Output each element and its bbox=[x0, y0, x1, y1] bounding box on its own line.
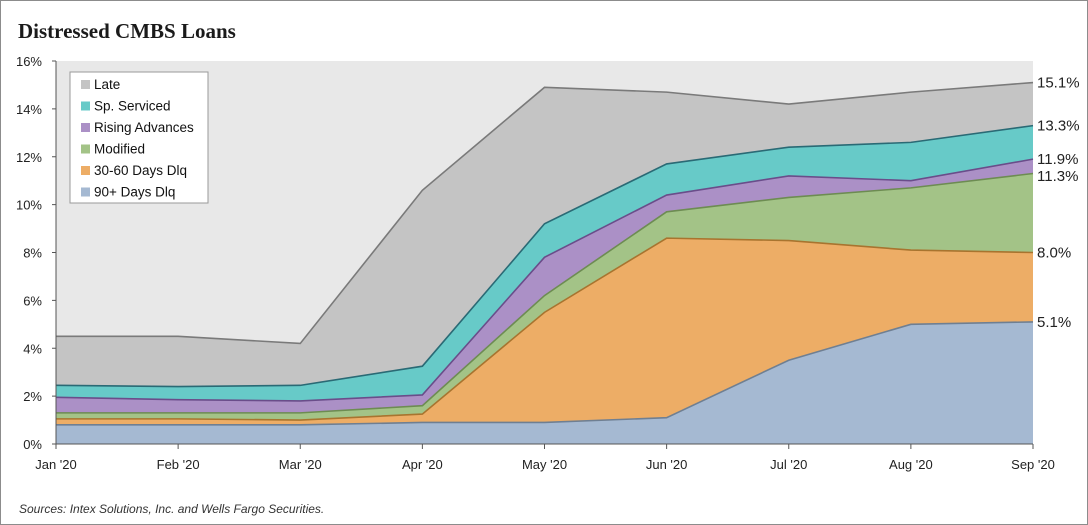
end-value-label: 13.3% bbox=[1037, 118, 1080, 135]
legend-swatch bbox=[81, 123, 90, 132]
y-tick-label: 10% bbox=[16, 198, 42, 213]
line-30-60-days-dlq bbox=[56, 237, 1034, 421]
legend-label: Rising Advances bbox=[94, 120, 194, 135]
y-tick-label: 0% bbox=[23, 437, 42, 452]
x-tick-label: Apr '20 bbox=[402, 457, 443, 472]
x-tick-label: Sep '20 bbox=[1011, 457, 1055, 472]
chart-title: Distressed CMBS Loans bbox=[18, 19, 236, 43]
y-tick-label: 2% bbox=[23, 389, 42, 404]
line-modified bbox=[56, 172, 1034, 414]
area-sp-serviced bbox=[56, 125, 1033, 401]
legend-label: 30-60 Days Dlq bbox=[94, 163, 187, 178]
legend-label: 90+ Days Dlq bbox=[94, 185, 175, 200]
end-value-label: 11.9% bbox=[1037, 151, 1078, 168]
y-tick-label: 16% bbox=[16, 54, 42, 69]
end-value-label: 15.1% bbox=[1037, 75, 1080, 92]
legend-label: Modified bbox=[94, 142, 145, 157]
area-90-days-dlq bbox=[56, 321, 1033, 444]
x-tick-label: Mar '20 bbox=[279, 457, 322, 472]
x-tick-label: Jun '20 bbox=[646, 457, 688, 472]
end-value-label: 8.0% bbox=[1037, 245, 1071, 262]
legend-swatch bbox=[81, 187, 90, 197]
y-tick-label: 4% bbox=[23, 341, 42, 356]
end-value-label: 11.3% bbox=[1037, 168, 1078, 185]
line-90-days-dlq bbox=[56, 321, 1034, 426]
area-rising-advances bbox=[56, 159, 1033, 413]
legend-label: Sp. Serviced bbox=[94, 99, 171, 114]
line-rising-advances bbox=[55, 158, 1034, 402]
x-tick-label: Aug '20 bbox=[889, 457, 933, 472]
x-tick-label: May '20 bbox=[522, 457, 567, 472]
x-tick-label: Jan '20 bbox=[35, 457, 77, 472]
legend-swatch bbox=[81, 80, 90, 89]
legend bbox=[69, 71, 209, 204]
end-value-label: 5.1% bbox=[1037, 314, 1071, 331]
x-tick-label: Feb '20 bbox=[157, 457, 200, 472]
y-tick-label: 12% bbox=[16, 150, 42, 165]
legend-label: Late bbox=[94, 77, 120, 92]
chart-source: Sources: Intex Solutions, Inc. and Wells… bbox=[19, 502, 325, 516]
legend-swatch bbox=[81, 166, 90, 175]
legend-swatch bbox=[81, 101, 90, 111]
area-modified bbox=[56, 173, 1033, 421]
y-tick-label: 6% bbox=[23, 293, 42, 308]
area-30-60-days-dlq bbox=[56, 238, 1033, 425]
x-tick-label: Jul '20 bbox=[770, 457, 807, 472]
legend-swatch bbox=[81, 144, 90, 154]
y-tick-label: 14% bbox=[16, 102, 42, 117]
area-late bbox=[56, 82, 1033, 387]
line-sp-serviced bbox=[55, 124, 1034, 388]
y-tick-label: 8% bbox=[23, 246, 42, 261]
line-late bbox=[56, 81, 1034, 345]
